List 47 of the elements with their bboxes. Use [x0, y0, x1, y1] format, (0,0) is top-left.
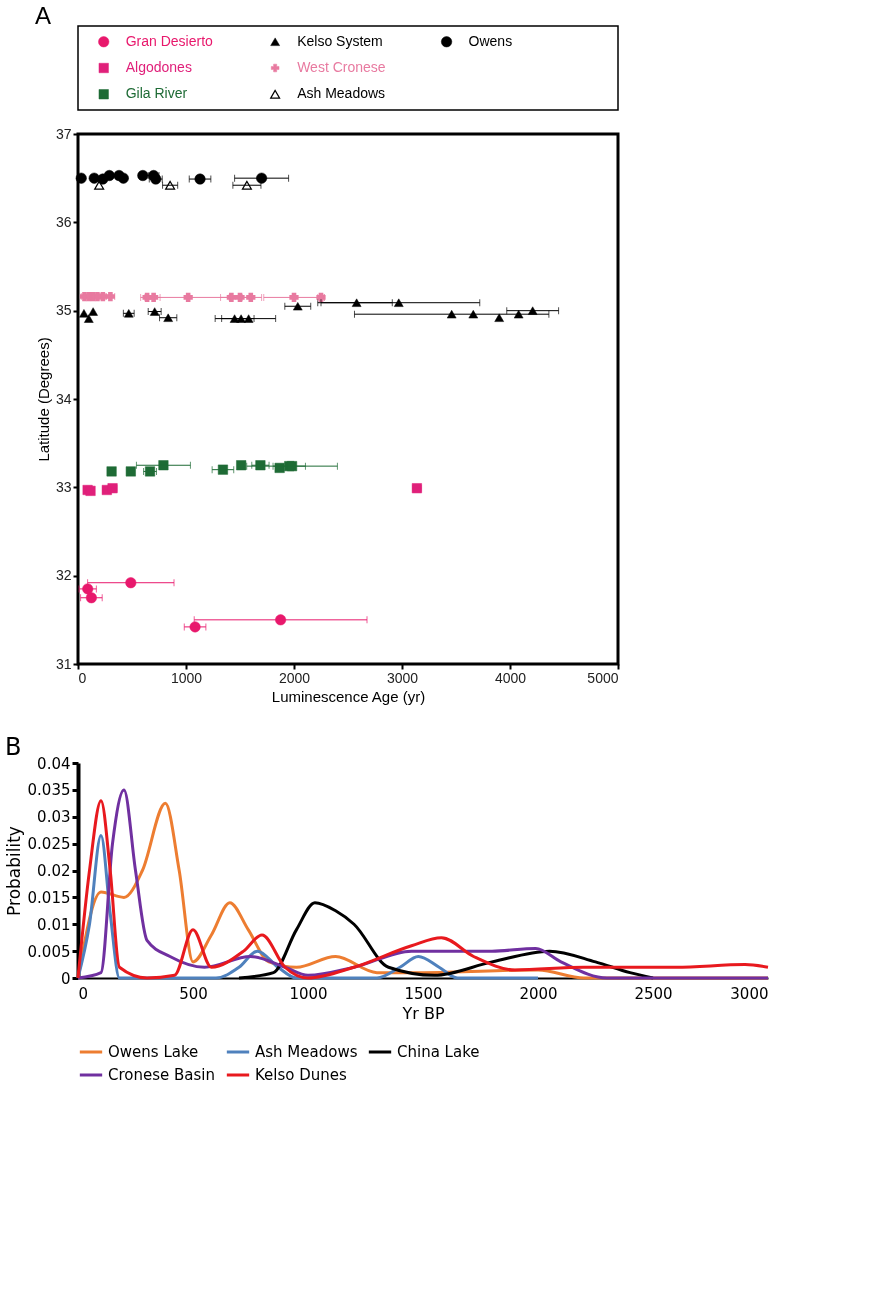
y-tick-label: 0.03	[37, 808, 71, 827]
x-tick-label: 500	[179, 984, 208, 1003]
x-axis-title: Yr BP	[401, 1003, 445, 1023]
legend-label: West Cronese	[297, 59, 386, 75]
y-tick-label: 0.025	[27, 835, 71, 854]
y-tick-label: 0.005	[27, 942, 71, 961]
legend-label: Gran Desierto	[125, 32, 214, 49]
y-tick-label: 36	[55, 213, 72, 230]
legend-label: Ash Meadows	[297, 85, 386, 102]
legend-label: Ash Meadows	[255, 1043, 358, 1061]
legend-label: Cronese Basin	[108, 1066, 216, 1084]
x-tick-label: 3000	[730, 984, 769, 1003]
y-tick-label: 37	[55, 125, 72, 142]
y-tick-label: 35	[55, 302, 72, 319]
legend-label: Kelso Dunes	[255, 1066, 348, 1084]
y-tick-label: 0.015	[27, 888, 71, 907]
x-tick-label: 2500	[634, 984, 673, 1003]
x-tick-label: 4000	[494, 669, 527, 686]
y-tick-label: 0.04	[37, 754, 71, 773]
chart-title: A	[34, 2, 51, 30]
legend-label: Gila River	[125, 85, 188, 102]
y-tick-label: 0.02	[37, 862, 71, 880]
legend-label: Owens Lake	[108, 1043, 199, 1061]
y-axis-title: Probability	[3, 826, 24, 916]
x-axis-title: Luminescence Age (yr)	[271, 687, 426, 705]
x-tick-label: 2000	[519, 984, 558, 1003]
y-tick-label: 0	[60, 969, 71, 988]
legend-label: China Lake	[397, 1043, 480, 1061]
chart-title: B	[5, 733, 22, 761]
x-tick-label: 0	[78, 984, 89, 1003]
y-tick-label: 32	[55, 567, 72, 584]
x-tick-label: 3000	[386, 669, 419, 686]
x-tick-label: 1000	[170, 669, 203, 686]
legend-label: Owens	[468, 32, 513, 49]
x-tick-label: 1500	[404, 984, 443, 1003]
y-tick-label: 34	[55, 390, 72, 407]
x-tick-label: 5000	[587, 669, 619, 686]
y-tick-label: 31	[55, 655, 72, 672]
x-tick-label: 1000	[289, 984, 328, 1003]
y-axis-title: Latitude (Degrees)	[34, 337, 52, 462]
y-tick-label: 0.01	[37, 915, 71, 934]
x-tick-label: 0	[78, 669, 87, 686]
x-tick-label: 2000	[278, 669, 311, 686]
legend-label: Kelso System	[297, 32, 383, 49]
y-tick-label: 0.035	[27, 781, 71, 800]
legend-label: Algodones	[125, 59, 192, 75]
y-tick-label: 33	[55, 478, 72, 495]
